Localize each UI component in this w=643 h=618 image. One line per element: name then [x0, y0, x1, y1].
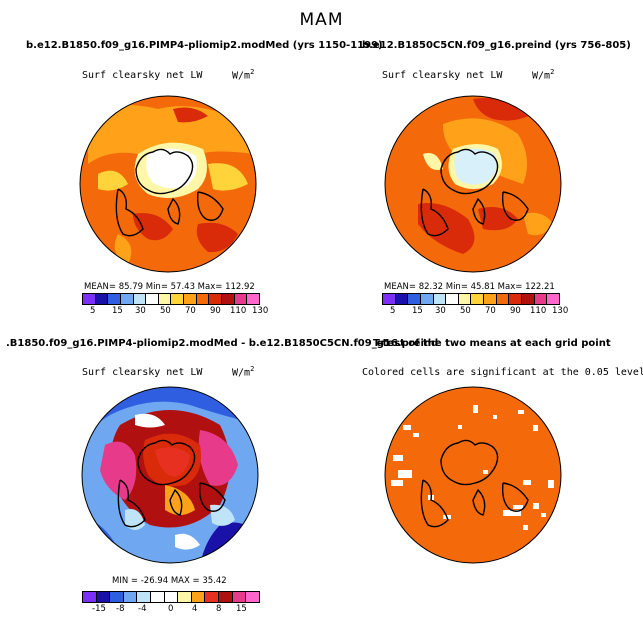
colorbar-swatch: [408, 294, 421, 304]
colorbar-swatch: [458, 294, 472, 304]
cbar3-tick: -15: [92, 604, 106, 614]
panel3-colorbar-ticks: -15 -8 -4 0 4 8 15: [82, 604, 258, 616]
cbar3-tick: 4: [192, 604, 198, 614]
colorbar-swatch: [509, 294, 523, 304]
colorbar-swatch: [496, 294, 510, 304]
panel2-map: [384, 95, 562, 273]
panel4-title: T-test of the two means at each grid poi…: [373, 338, 611, 349]
cbar2-tick: 90: [510, 306, 521, 316]
colorbar-swatch: [420, 294, 434, 304]
cbar3-tick: 0: [168, 604, 174, 614]
colorbar-swatch: [247, 294, 259, 304]
cbar2-tick: 50: [460, 306, 471, 316]
colorbar-swatch: [547, 294, 559, 304]
colorbar-swatch: [205, 592, 220, 602]
cbar3-tick: 15: [236, 604, 247, 614]
cbar2-tick: 70: [485, 306, 496, 316]
colorbar-swatch: [110, 592, 124, 602]
colorbar-swatch: [120, 294, 134, 304]
cbar1-tick: 50: [160, 306, 171, 316]
cbar1-tick: 90: [210, 306, 221, 316]
colorbar-swatch: [83, 592, 97, 602]
panel2-variable: Surf clearsky net LW: [382, 70, 503, 81]
colorbar-swatch: [234, 294, 248, 304]
colorbar-swatch: [164, 592, 179, 602]
panel4-map: [384, 386, 562, 564]
colorbar-swatch: [446, 294, 459, 304]
panel3-stats: MIN = -26.94 MAX = 35.42: [112, 576, 227, 586]
colorbar-swatch: [196, 294, 210, 304]
cbar1-tick: 15: [112, 306, 123, 316]
panel3-map: [81, 386, 259, 564]
panel1-units: W/m2: [232, 68, 255, 82]
colorbar-swatch: [151, 592, 165, 602]
panel3-variable: Surf clearsky net LW: [82, 367, 203, 378]
cbar3-tick: 8: [216, 604, 222, 614]
figure-title: MAM: [299, 10, 344, 30]
panel4-variable: Colored cells are significant at the 0.0…: [362, 367, 643, 378]
panel3-colorbar: [82, 591, 260, 603]
panel1-title: b.e12.B1850.f09_g16.PIMP4-pliomip2.modMe…: [26, 40, 383, 51]
cbar3-tick: -4: [138, 604, 147, 614]
cbar2-tick: 130: [552, 306, 569, 316]
colorbar-swatch: [123, 592, 138, 602]
panel2-colorbar: [382, 293, 560, 305]
cbar2-tick: 30: [435, 306, 446, 316]
panel2-units: W/m2: [532, 68, 555, 82]
cbar2-tick: 5: [390, 306, 396, 316]
colorbar-swatch: [395, 294, 409, 304]
cbar1-tick: 110: [230, 306, 247, 316]
panel2-colorbar-ticks: 5 15 30 50 70 90 110 130: [382, 306, 568, 318]
cbar2-tick: 15: [412, 306, 423, 316]
colorbar-swatch: [219, 592, 233, 602]
colorbar-swatch: [178, 592, 192, 602]
colorbar-swatch: [158, 294, 172, 304]
colorbar-swatch: [83, 294, 96, 304]
panel3-title: .B1850.f09_g16.PIMP4-pliomip2.modMed - b…: [6, 338, 439, 349]
colorbar-swatch: [133, 294, 147, 304]
colorbar-swatch: [209, 294, 223, 304]
panel1-variable: Surf clearsky net LW: [82, 70, 203, 81]
colorbar-swatch: [191, 592, 206, 602]
colorbar-swatch: [184, 294, 197, 304]
colorbar-swatch: [522, 294, 535, 304]
colorbar-swatch: [534, 294, 548, 304]
colorbar-swatch: [171, 294, 185, 304]
cbar1-tick: 30: [135, 306, 146, 316]
colorbar-swatch: [383, 294, 396, 304]
panel2-title: b.e12.B1850C5CN.f09_g16.preind (yrs 756-…: [362, 40, 631, 51]
colorbar-swatch: [95, 294, 109, 304]
panel1-map: [79, 95, 257, 273]
cbar3-tick: -8: [116, 604, 125, 614]
colorbar-swatch: [146, 294, 159, 304]
cbar1-tick: 5: [90, 306, 96, 316]
colorbar-swatch: [96, 592, 111, 602]
colorbar-swatch: [232, 592, 247, 602]
colorbar-swatch: [108, 294, 121, 304]
colorbar-swatch: [484, 294, 497, 304]
colorbar-swatch: [433, 294, 447, 304]
cbar1-tick: 130: [252, 306, 269, 316]
colorbar-swatch: [222, 294, 235, 304]
panel1-stats: MEAN= 85.79 Min= 57.43 Max= 112.92: [84, 282, 255, 292]
colorbar-swatch: [246, 592, 259, 602]
cbar2-tick: 110: [530, 306, 547, 316]
panel1-colorbar: [82, 293, 260, 305]
panel2-stats: MEAN= 82.32 Min= 45.81 Max= 122.21: [384, 282, 555, 292]
panel3-units: W/m2: [232, 365, 255, 379]
panel1-colorbar-ticks: 5 15 30 50 70 90 110 130: [82, 306, 268, 318]
colorbar-swatch: [471, 294, 485, 304]
colorbar-swatch: [137, 592, 152, 602]
cbar1-tick: 70: [185, 306, 196, 316]
